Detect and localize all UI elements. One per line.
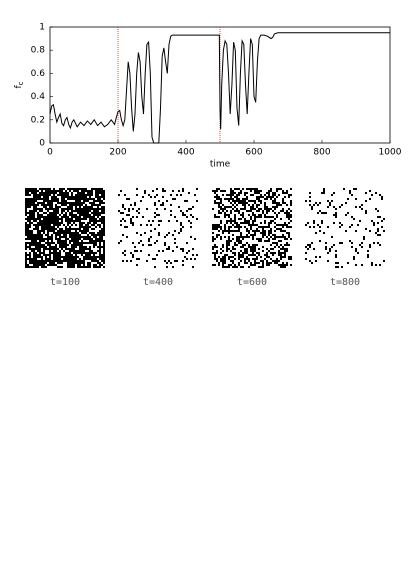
snapshot-noise [212, 188, 292, 268]
snapshot-noise [305, 188, 385, 268]
snapshot-label: t=600 [237, 277, 267, 288]
series-line [49, 32, 390, 144]
y-axis-label-base: f [14, 85, 24, 89]
x-tick-label: 600 [245, 148, 262, 158]
y-axis-label-sub: c [17, 81, 25, 85]
snapshot-label: t=100 [50, 277, 80, 288]
x-tick-label: 800 [313, 148, 330, 158]
x-tick-label: 1000 [379, 148, 402, 158]
x-tick-label: 0 [47, 148, 53, 158]
y-tick-label: 0.8 [31, 46, 46, 56]
x-tick-label: 400 [177, 148, 194, 158]
snapshot-label: t=800 [330, 277, 360, 288]
y-tick-label: 1 [39, 23, 45, 33]
snapshot-label: t=400 [143, 277, 173, 288]
y-tick-label: 0.2 [31, 115, 45, 125]
y-tick-label: 0 [39, 139, 45, 149]
snapshot-noise [25, 188, 105, 268]
y-tick-label: 0.6 [31, 69, 46, 79]
x-axis-label: time [210, 160, 231, 170]
y-tick-label: 0.4 [31, 92, 46, 102]
y-axis-label: fc [14, 81, 26, 88]
snapshot-bg [305, 188, 385, 268]
snapshot-noise [118, 188, 198, 268]
x-tick-label: 200 [109, 148, 126, 158]
